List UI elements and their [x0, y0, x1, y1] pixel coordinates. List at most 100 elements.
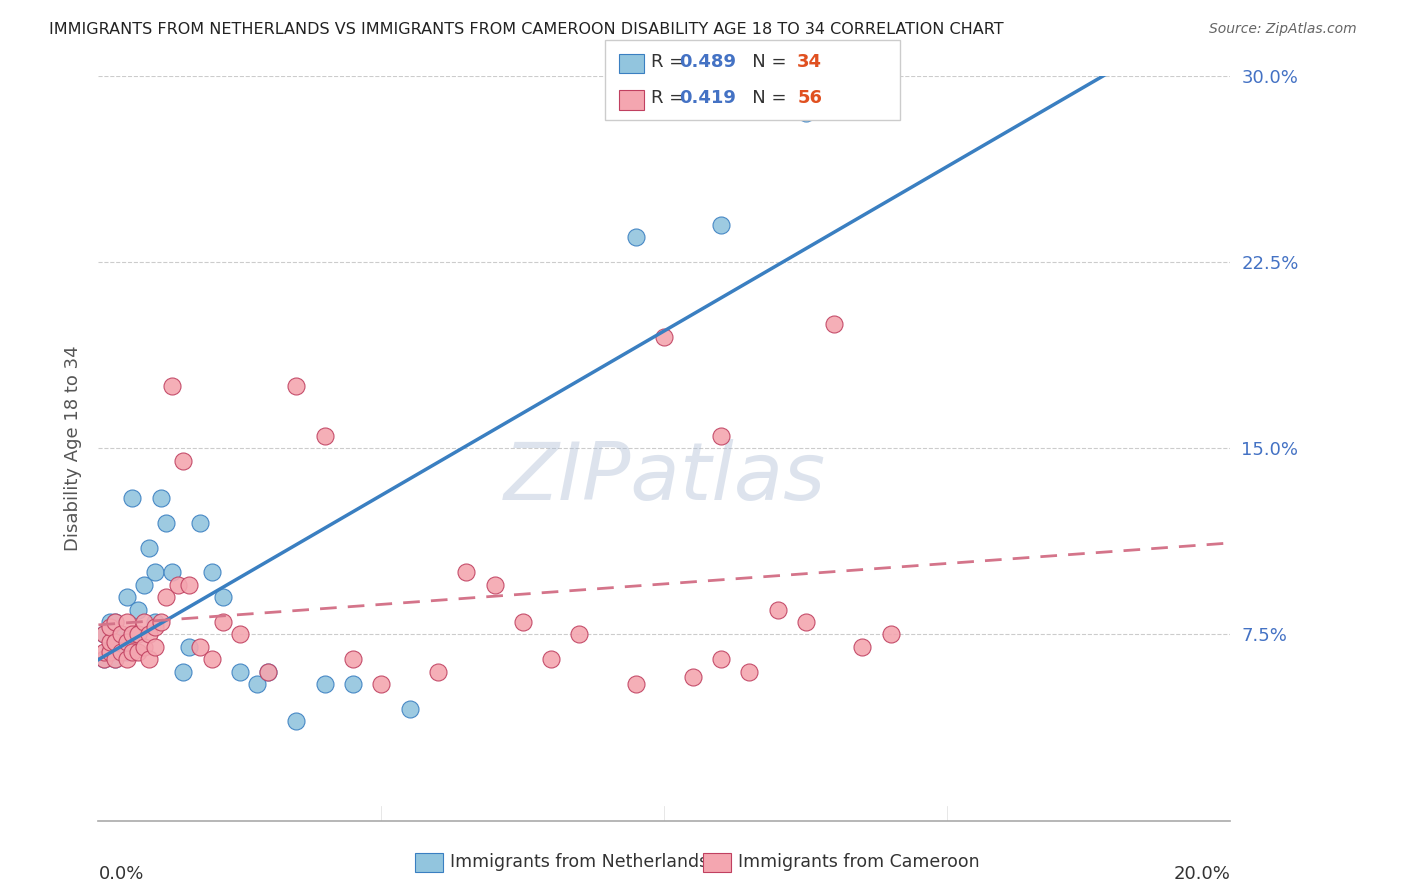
- Point: [104, 652, 127, 666]
- Point: [93, 645, 115, 659]
- Point: [138, 541, 160, 555]
- Point: [98, 645, 121, 659]
- Text: 34: 34: [797, 53, 823, 70]
- Point: [766, 602, 789, 616]
- Point: [104, 615, 127, 629]
- Point: [121, 491, 143, 505]
- Point: [93, 627, 115, 641]
- Point: [132, 578, 155, 592]
- Point: [98, 635, 121, 649]
- Point: [143, 640, 166, 654]
- Point: [794, 106, 817, 120]
- Point: [682, 670, 704, 684]
- Point: [93, 627, 115, 641]
- Point: [110, 645, 132, 659]
- Y-axis label: Disability Age 18 to 34: Disability Age 18 to 34: [63, 345, 82, 551]
- Point: [484, 578, 506, 592]
- Point: [149, 491, 172, 505]
- Point: [201, 566, 224, 580]
- Point: [104, 652, 127, 666]
- Point: [257, 665, 280, 679]
- Point: [98, 620, 121, 634]
- Text: 0.419: 0.419: [679, 89, 735, 107]
- Point: [172, 453, 194, 467]
- Point: [188, 516, 211, 530]
- Point: [212, 591, 235, 605]
- Point: [110, 640, 132, 654]
- Point: [127, 602, 149, 616]
- Point: [851, 640, 873, 654]
- Point: [512, 615, 534, 629]
- Point: [285, 379, 308, 393]
- Text: 20.0%: 20.0%: [1174, 865, 1230, 883]
- Text: 0.489: 0.489: [679, 53, 737, 70]
- Point: [115, 635, 138, 649]
- Point: [155, 516, 177, 530]
- Point: [166, 578, 188, 592]
- Point: [138, 627, 160, 641]
- Point: [160, 379, 183, 393]
- Point: [823, 317, 845, 331]
- Point: [710, 429, 733, 443]
- Point: [98, 640, 121, 654]
- Point: [98, 615, 121, 629]
- Point: [149, 615, 172, 629]
- Point: [110, 627, 132, 641]
- Point: [104, 635, 127, 649]
- Point: [93, 652, 115, 666]
- Point: [110, 627, 132, 641]
- Text: Immigrants from Cameroon: Immigrants from Cameroon: [738, 853, 980, 871]
- Point: [540, 652, 562, 666]
- Point: [568, 627, 591, 641]
- Point: [257, 665, 280, 679]
- Text: Immigrants from Netherlands: Immigrants from Netherlands: [450, 853, 709, 871]
- Point: [172, 665, 194, 679]
- Point: [624, 230, 647, 244]
- Point: [427, 665, 450, 679]
- Point: [738, 665, 761, 679]
- Point: [201, 652, 224, 666]
- Point: [342, 652, 364, 666]
- Point: [652, 329, 676, 343]
- Point: [132, 615, 155, 629]
- Point: [710, 218, 733, 232]
- Point: [229, 627, 252, 641]
- Text: R =: R =: [651, 53, 690, 70]
- Text: 56: 56: [797, 89, 823, 107]
- Point: [710, 652, 733, 666]
- Point: [880, 627, 903, 641]
- Text: IMMIGRANTS FROM NETHERLANDS VS IMMIGRANTS FROM CAMEROON DISABILITY AGE 18 TO 34 : IMMIGRANTS FROM NETHERLANDS VS IMMIGRANT…: [49, 22, 1004, 37]
- Point: [143, 615, 166, 629]
- Point: [127, 627, 149, 641]
- Point: [398, 702, 420, 716]
- Text: ZIPatlas: ZIPatlas: [503, 439, 825, 517]
- Point: [285, 714, 308, 729]
- Point: [143, 620, 166, 634]
- Point: [456, 566, 478, 580]
- Point: [370, 677, 392, 691]
- Point: [177, 578, 200, 592]
- Point: [314, 429, 336, 443]
- Point: [212, 615, 235, 629]
- Point: [115, 652, 138, 666]
- Point: [127, 645, 149, 659]
- Point: [115, 615, 138, 629]
- Point: [314, 677, 336, 691]
- Point: [794, 615, 817, 629]
- Point: [155, 591, 177, 605]
- Point: [143, 566, 166, 580]
- Point: [246, 677, 269, 691]
- Text: N =: N =: [735, 53, 793, 70]
- Point: [229, 665, 252, 679]
- Point: [138, 652, 160, 666]
- Text: Source: ZipAtlas.com: Source: ZipAtlas.com: [1209, 22, 1357, 37]
- Point: [104, 615, 127, 629]
- Point: [342, 677, 364, 691]
- Text: 0.0%: 0.0%: [98, 865, 143, 883]
- Point: [115, 591, 138, 605]
- Point: [93, 652, 115, 666]
- Text: N =: N =: [735, 89, 793, 107]
- Point: [121, 627, 143, 641]
- Point: [177, 640, 200, 654]
- Point: [160, 566, 183, 580]
